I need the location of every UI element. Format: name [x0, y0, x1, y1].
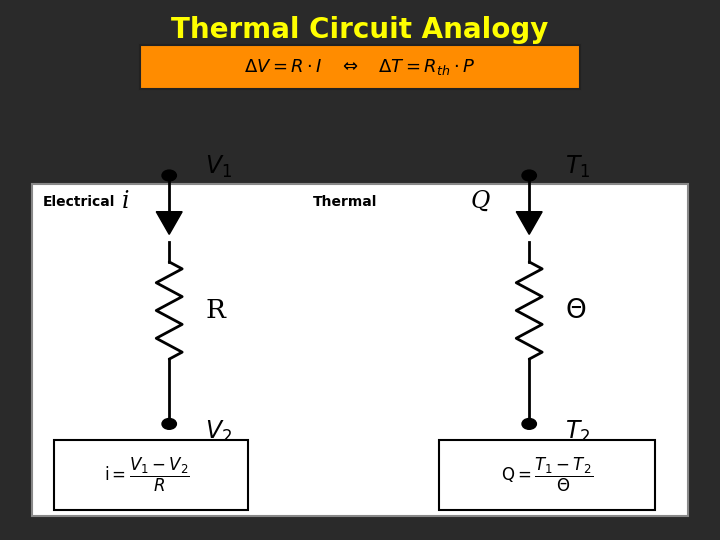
Text: $\Theta$: $\Theta$: [565, 298, 587, 323]
Text: $\mathrm{i} = \dfrac{V_1 - V_2}{R}$: $\mathrm{i} = \dfrac{V_1 - V_2}{R}$: [104, 456, 190, 494]
Text: $V_2$: $V_2$: [205, 419, 233, 445]
Polygon shape: [156, 212, 182, 234]
Circle shape: [522, 170, 536, 181]
Text: $T_2$: $T_2$: [565, 419, 590, 445]
Bar: [140, 45, 580, 89]
Text: Electrical: Electrical: [43, 195, 116, 210]
Circle shape: [162, 418, 176, 429]
Text: R: R: [205, 298, 225, 323]
Bar: [54, 440, 248, 510]
Bar: [32, 184, 688, 516]
Text: $\mathrm{Q} = \dfrac{T_1 - T_2}{\Theta}$: $\mathrm{Q} = \dfrac{T_1 - T_2}{\Theta}$: [501, 456, 593, 494]
Text: Q: Q: [470, 190, 490, 213]
Circle shape: [162, 170, 176, 181]
Text: $T_1$: $T_1$: [565, 154, 590, 180]
Text: Thermal: Thermal: [313, 195, 377, 210]
Text: $V_1$: $V_1$: [205, 154, 233, 180]
Polygon shape: [516, 212, 542, 234]
Text: i: i: [122, 190, 130, 213]
Text: Thermal Circuit Analogy: Thermal Circuit Analogy: [171, 16, 549, 44]
Text: $\Delta V = R \cdot I \quad \Leftrightarrow \quad \Delta T = R_{th} \cdot P$: $\Delta V = R \cdot I \quad \Leftrightar…: [244, 57, 476, 77]
Bar: [439, 440, 655, 510]
Circle shape: [522, 418, 536, 429]
